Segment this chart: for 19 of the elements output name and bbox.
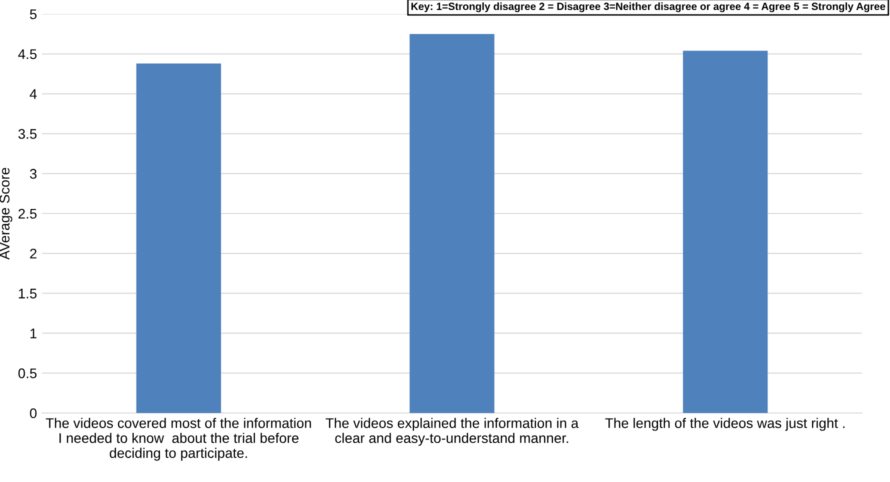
x-tick-label: The videos explained the information in a clear and easy-to-understand manner. [326, 418, 579, 446]
y-tick-label: 0.5 [18, 368, 37, 378]
y-tick-label: 4.5 [18, 49, 37, 60]
y-axis-title: AVerage Score [0, 168, 12, 260]
y-tick-label: 1.5 [18, 288, 37, 298]
bar [136, 63, 222, 413]
y-tick-label: 1 [30, 328, 36, 338]
bar [410, 34, 494, 413]
text: Key: 1=Strongly disagree 2 = Disagree 3=Neither disagree or agree 4 = Agree 5 = Strongly Agree [411, 2, 886, 12]
y-tick-label: 2.5 [18, 208, 37, 219]
y-tick-label: 3.5 [18, 129, 37, 139]
bar [682, 50, 768, 413]
x-tick-label: The videos covered most of the information I needed to know about the trial before deciding to participate. [46, 418, 311, 461]
y-tick-label: 5 [30, 9, 37, 20]
y-tick-label: 3 [30, 168, 37, 179]
y-tick-label: 0 [30, 408, 37, 418]
y-tick-label: 2 [30, 248, 36, 258]
x-tick-label: The length of the videos was just right . [605, 418, 845, 431]
y-tick-label: 4 [30, 89, 37, 99]
